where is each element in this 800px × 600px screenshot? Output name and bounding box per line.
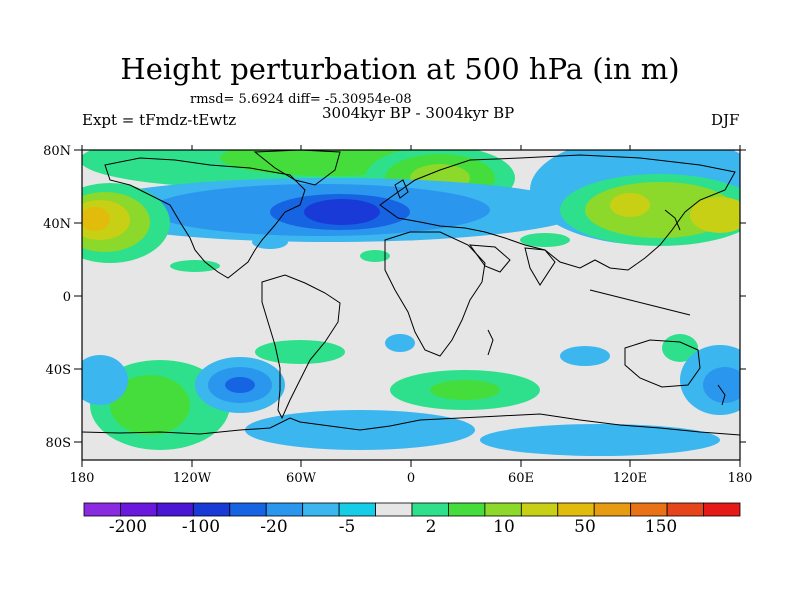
contour-npac-west-orange — [82, 207, 110, 231]
contour-mexico-patch — [170, 260, 220, 272]
colorbar-label-10: 10 — [493, 517, 515, 537]
contour-spac-center-deep — [225, 377, 255, 393]
colorbar-label-neg200: -200 — [108, 517, 148, 537]
colorbar-box-7 — [338, 502, 376, 517]
contour-atlantic-patch — [360, 250, 390, 262]
lon-label-120w: 120W — [173, 471, 212, 486]
colorbar-label-2: 2 — [425, 517, 437, 537]
colorbar-box-9 — [411, 502, 449, 517]
coast-australia — [624, 339, 701, 388]
rmsd-stats: rmsd= 5.6924 diff= -5.30954e-08 — [190, 92, 412, 107]
colorbar-label-neg5: -5 — [338, 517, 356, 537]
colorbar-box-13 — [557, 502, 595, 517]
lat-label-40n: 40N — [43, 217, 71, 232]
contour-sam-green — [255, 340, 345, 364]
coast-maritime-continent — [589, 289, 691, 316]
coast-japan — [664, 209, 681, 231]
longitude-ticks — [81, 145, 741, 467]
lon-label-120e: 120E — [613, 471, 647, 486]
season-label: DJF — [711, 111, 740, 129]
colorbar-box-6 — [302, 502, 340, 517]
colorbar-box-14 — [593, 502, 632, 517]
contour-asia-yellow — [690, 197, 740, 233]
plot-title: Height perturbation at 500 hPa (in m) — [120, 52, 680, 86]
lat-label-80s: 80S — [46, 436, 71, 451]
colorbar-box-16 — [666, 502, 704, 517]
colorbar-box-2 — [156, 502, 194, 517]
contour-spac-lime — [110, 375, 190, 435]
colorbar-label-50: 50 — [574, 517, 596, 537]
lon-label-60e: 60E — [508, 471, 534, 486]
lon-label-180w: 180 — [70, 471, 95, 486]
lon-label-180e: 180 — [728, 471, 753, 486]
coast-arabia — [468, 244, 511, 273]
coast-south-america — [261, 274, 341, 420]
lat-label-80n: 80N — [43, 144, 71, 159]
lon-label-60w: 60W — [286, 471, 317, 486]
colorbar-box-17 — [703, 502, 741, 517]
experiment-label: Expt = tFmdz-tEwtz — [82, 111, 237, 129]
colorbar-box-5 — [265, 502, 304, 517]
lat-label-40s: 40S — [46, 363, 71, 378]
colorbar-box-8 — [375, 502, 413, 517]
period-label: 3004kyr BP - 3004kyr BP — [322, 104, 515, 122]
contour-spac-west-blue — [82, 355, 128, 405]
coast-uk — [394, 179, 409, 199]
latitude-ticks — [74, 149, 746, 443]
colorbar-label-150: 150 — [644, 517, 678, 537]
contour-satl-blue — [385, 334, 415, 352]
contour-tasman-deep — [703, 367, 740, 403]
lon-label-0: 0 — [407, 471, 415, 486]
contour-natl-core — [304, 199, 380, 225]
contour-sio-green-core — [430, 380, 500, 400]
coast-north-america — [104, 157, 306, 279]
colorbar-box-10 — [448, 502, 486, 517]
coast-africa — [384, 231, 486, 357]
contour-india-patch — [520, 233, 570, 247]
colorbar-box-11 — [484, 502, 522, 517]
contour-east-asia-yellow — [610, 193, 650, 217]
colorbar — [83, 502, 741, 517]
colorbar-box-3 — [192, 502, 231, 517]
coastlines — [82, 150, 740, 436]
coast-antarctica — [82, 413, 740, 436]
colorbar-box-15 — [630, 502, 668, 517]
colorbar-box-12 — [520, 502, 559, 517]
contour-sio-blue — [560, 346, 610, 366]
colorbar-box-0 — [83, 502, 121, 517]
coast-india — [524, 247, 556, 286]
coast-new-zealand — [717, 384, 726, 406]
colorbar-box-4 — [229, 502, 267, 517]
colorbar-box-1 — [120, 502, 158, 517]
contour-antarctic-blue — [480, 424, 720, 456]
colorbar-label-neg100: -100 — [181, 517, 221, 537]
coast-eurasia — [379, 154, 736, 271]
contour-field — [82, 150, 740, 456]
colorbar-label-neg20: -20 — [260, 517, 288, 537]
lat-label-0: 0 — [63, 290, 71, 305]
contour-gulf-patch — [252, 235, 288, 249]
coast-madagascar — [487, 329, 494, 356]
